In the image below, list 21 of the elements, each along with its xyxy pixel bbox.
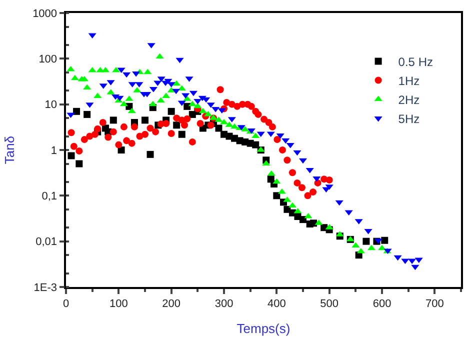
- y-tick-label: 0,1: [42, 190, 58, 203]
- legend-label: 0.5 Hz: [398, 54, 433, 69]
- legend-label: 1Hz: [398, 74, 420, 88]
- x-axis-title: Temps(s): [236, 321, 290, 336]
- y-tick-label: 1: [50, 144, 58, 157]
- y-axis-title: Tanδ: [2, 136, 18, 164]
- legend-label: 5Hz: [398, 112, 420, 126]
- y-tick-label: 1000: [32, 8, 58, 20]
- y-tick-label: 0,01: [36, 236, 58, 248]
- x-tick-label: 400: [267, 298, 286, 310]
- y-tick-label: 1E-3: [34, 282, 58, 294]
- x-tick-label: 300: [214, 298, 234, 310]
- x-tick-label: 100: [109, 298, 128, 310]
- x-tick-label: 600: [372, 298, 392, 310]
- x-tick-label: 700: [425, 298, 444, 310]
- x-tick-label: 0: [62, 298, 70, 310]
- y-tick-label: 10: [44, 99, 58, 112]
- x-tick-label: 500: [320, 298, 339, 310]
- x-tick-label: 200: [162, 298, 181, 310]
- legend-label: 2Hz: [398, 92, 420, 107]
- y-tick-label: 100: [38, 54, 58, 66]
